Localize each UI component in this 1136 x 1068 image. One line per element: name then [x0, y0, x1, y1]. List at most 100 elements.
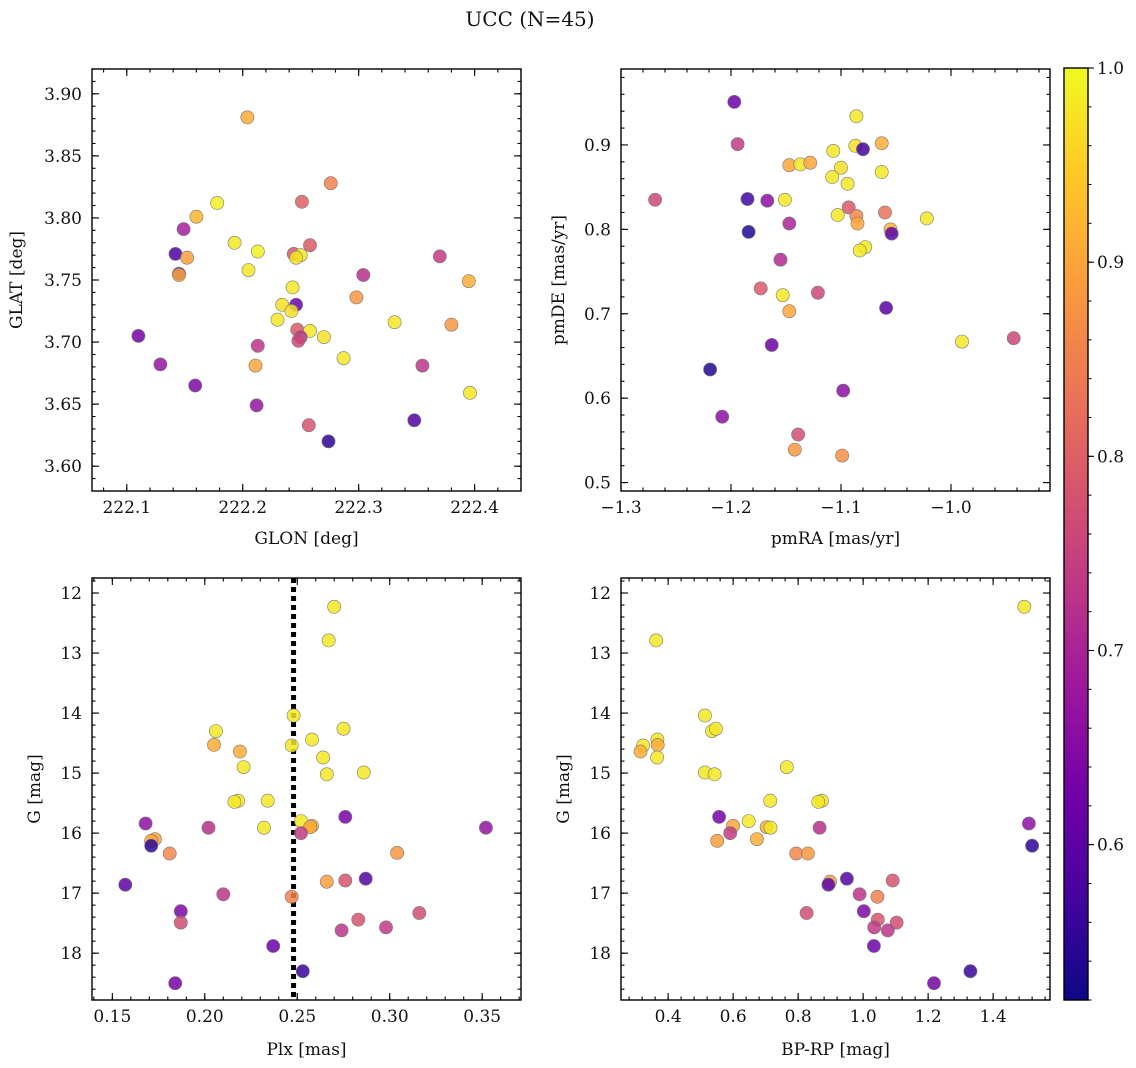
data-point — [270, 312, 285, 327]
tick-labels: 222.1 222.2 222.3 222.4 3.60 3.65 3.70 3.75 3.80… — [44, 85, 499, 518]
data-point — [257, 820, 271, 835]
y-tick-label: 17 — [589, 884, 611, 904]
plot-frame — [620, 68, 1051, 492]
y-tick-label: 0.7 — [584, 305, 611, 325]
x-tick-label: 222.1 — [102, 498, 151, 518]
data-point — [131, 328, 146, 343]
data-point — [338, 810, 353, 824]
data-point — [870, 889, 885, 904]
data-point — [285, 280, 300, 295]
data-point — [775, 288, 790, 303]
x-tick-label: 1.4 — [980, 1007, 1007, 1027]
data-point — [138, 816, 153, 831]
plot-frame — [620, 577, 1051, 1001]
x-tick-label: 0.6 — [720, 1007, 747, 1027]
x-tick-label: 1.0 — [850, 1007, 877, 1027]
panel-plx-g: 0.15 0.20 0.25 0.30 0.35 12 13 14 15 16 17 18 Plx [… — [25, 577, 522, 1060]
y-tick-label: 15 — [589, 764, 611, 784]
data-point — [240, 110, 255, 125]
data-point — [236, 760, 251, 774]
data-point — [153, 357, 168, 372]
tick-marks — [92, 578, 521, 1000]
y-tick-label: 3.75 — [44, 271, 82, 291]
data-point — [878, 205, 892, 220]
y-tick-label: 14 — [589, 704, 611, 724]
data-point — [316, 750, 330, 765]
data-point — [649, 633, 663, 648]
y-tick-label: 3.90 — [44, 85, 82, 105]
tick-labels: 0.4 0.6 0.8 1.0 1.2 1.4 12 13 14 15 16 17 18 — [589, 584, 1006, 1027]
x-tick-label: 0.25 — [278, 1007, 316, 1027]
colorbar-tick-label: 0.6 — [1097, 836, 1124, 856]
data-point — [730, 137, 745, 151]
data-point — [919, 211, 934, 226]
data-point — [850, 216, 865, 231]
data-point — [741, 224, 756, 239]
data-point — [407, 413, 422, 428]
data-point — [301, 418, 316, 433]
data-point — [633, 744, 648, 759]
data-point — [821, 877, 836, 892]
data-point — [172, 268, 186, 282]
data-point — [227, 795, 242, 809]
data-point — [852, 887, 867, 902]
y-tick-label: 12 — [60, 584, 82, 604]
data-point — [750, 832, 764, 846]
data-point — [176, 222, 191, 236]
data-point — [867, 920, 882, 935]
data-point — [963, 964, 978, 979]
data-point — [760, 193, 775, 208]
data-point — [648, 192, 662, 207]
data-point — [321, 633, 336, 648]
data-point — [478, 820, 493, 835]
x-tick-label: 222.2 — [218, 498, 267, 518]
data-point — [856, 904, 871, 919]
x-tick-label: −1.3 — [600, 498, 641, 518]
data-point — [650, 738, 665, 752]
data-point — [207, 738, 221, 752]
data-point — [703, 362, 717, 377]
colorbar-ticks: 0.6 0.7 0.8 0.9 1.0 — [1088, 59, 1124, 1001]
data-point — [291, 333, 306, 348]
data-point — [144, 838, 159, 853]
y-tick-label: 18 — [60, 944, 82, 964]
data-point — [305, 732, 319, 747]
data-point — [650, 750, 664, 765]
data-point — [799, 906, 814, 920]
colorbar: 0.6 0.7 0.8 0.9 1.0 — [1063, 59, 1124, 1001]
y-tick-label: 3.60 — [44, 457, 82, 477]
data-point — [740, 192, 755, 206]
colorbar-tick-label: 0.9 — [1097, 253, 1124, 273]
data-point — [826, 143, 841, 158]
x-axis-label: pmRA [mas/yr] — [771, 529, 900, 549]
y-tick-label: 18 — [589, 944, 611, 964]
x-axis-label: Plx [mas] — [266, 1040, 346, 1060]
x-tick-label: 222.3 — [334, 498, 383, 518]
data-point — [286, 708, 301, 723]
data-point — [880, 923, 895, 938]
scatter-points — [648, 95, 1021, 463]
scatter-points — [633, 599, 1039, 991]
data-point — [241, 263, 256, 277]
data-point — [168, 246, 183, 261]
x-tick-label: 0.20 — [186, 1007, 224, 1027]
y-tick-label: 3.70 — [44, 333, 82, 353]
y-tick-label: 0.9 — [584, 136, 611, 156]
y-tick-label: 0.5 — [584, 474, 611, 494]
data-point — [463, 385, 477, 400]
data-point — [874, 136, 889, 151]
data-point — [715, 409, 730, 424]
data-point — [412, 906, 427, 920]
data-point — [201, 820, 216, 835]
data-point — [753, 281, 768, 296]
data-point — [323, 176, 338, 191]
y-axis-label: G [mag] — [554, 754, 574, 823]
data-point — [825, 170, 840, 184]
x-tick-label: 0.30 — [371, 1007, 409, 1027]
data-point — [432, 249, 447, 264]
data-point — [390, 846, 404, 860]
data-point — [250, 338, 265, 353]
data-point — [840, 176, 855, 191]
data-point — [782, 304, 797, 319]
